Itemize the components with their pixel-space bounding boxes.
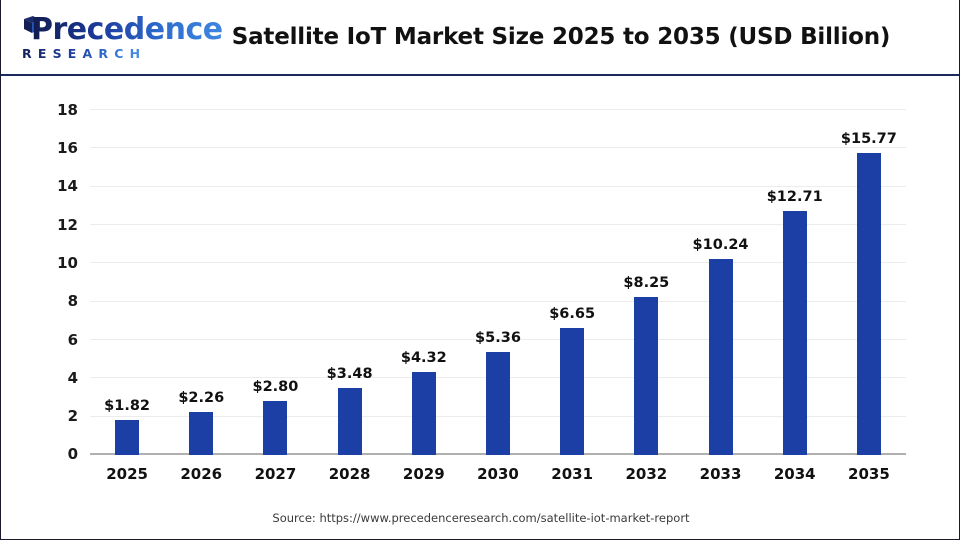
bar-column: $3.48 2028 [313, 110, 387, 483]
bar-column: $2.80 2027 [238, 110, 312, 483]
y-axis-tick-label: 12 [57, 215, 78, 234]
bar-column: $6.65 2031 [535, 110, 609, 483]
y-axis-tick-label: 8 [67, 292, 78, 311]
bar-value-label: $2.26 [178, 389, 225, 406]
x-axis-tick-label: 2025 [106, 465, 148, 483]
logo-subtitle: RESEARCH [22, 46, 147, 61]
bar-value-label: $1.82 [104, 398, 151, 415]
bar-value-label: $4.32 [400, 350, 447, 367]
x-axis-tick-label: 2027 [254, 465, 297, 483]
y-axis-tick-label: 18 [57, 100, 78, 119]
bar-value-label: $10.24 [692, 236, 749, 253]
x-axis-tick-label: 2029 [402, 465, 445, 483]
bar-column: $15.77 2035 [832, 110, 906, 483]
gridline: 10 [57, 254, 906, 272]
bar[interactable] [708, 258, 733, 455]
bar-column: $10.24 2033 [683, 110, 757, 483]
gridline: 18 [57, 101, 906, 119]
x-axis-tick-label: 2031 [551, 465, 594, 483]
bar-column: $8.25 2032 [609, 110, 683, 483]
bar[interactable] [485, 352, 510, 455]
bar-value-label: $15.77 [840, 130, 897, 147]
x-axis-tick-label: 2032 [625, 465, 668, 483]
bar-value-label: $6.65 [549, 305, 596, 322]
bar-value-label: $8.25 [623, 274, 670, 291]
gridline: 6 [68, 331, 906, 349]
plot-wrapper: 0 2 4 6 8 10 12 14 16 18 $1.82 2025 $2.26 2026 $2.80 2… [1, 76, 959, 539]
x-axis-tick-label: 2034 [773, 465, 816, 483]
bar[interactable] [782, 211, 807, 455]
bar[interactable] [560, 327, 585, 455]
plot-area: 0 2 4 6 8 10 12 14 16 18 $1.82 2025 $2.26 2026 $2.80 2… [57, 101, 906, 483]
gridline: 8 [68, 292, 906, 310]
bar-column: $4.32 2029 [387, 110, 461, 483]
bar-value-label: $2.80 [252, 379, 299, 396]
bar-value-label: $12.71 [766, 189, 823, 206]
y-axis-tick-label: 0 [67, 445, 78, 463]
bar-column: $2.26 2026 [164, 110, 238, 483]
y-axis-tick-label: 14 [57, 177, 78, 196]
bar-column: $5.36 2030 [461, 110, 535, 483]
bar[interactable] [634, 296, 659, 455]
bar[interactable] [263, 401, 288, 455]
precedence-research-logo: Precedence RESEARCH [17, 13, 223, 65]
bar-column: $12.71 2034 [758, 110, 832, 483]
cube-leaf-icon [22, 15, 42, 35]
bar-value-label: $3.48 [326, 366, 373, 383]
y-axis-tick-label: 10 [57, 253, 78, 272]
x-axis-tick-label: 2030 [477, 465, 519, 483]
source-caption: Source: https://www.precedenceresearch.c… [272, 511, 690, 525]
bar[interactable] [411, 372, 436, 455]
x-axis-tick-label: 2033 [699, 465, 742, 483]
x-axis-tick-label: 2026 [180, 465, 223, 483]
header: Precedence RESEARCH Satellite IoT Market… [1, 0, 959, 76]
bar[interactable] [337, 388, 362, 455]
logo-wordmark: Precedence [31, 12, 223, 47]
bar[interactable] [189, 411, 214, 455]
gridline: 12 [57, 216, 906, 234]
y-axis-tick-label: 4 [67, 368, 78, 387]
bar[interactable] [856, 152, 881, 455]
bar[interactable] [115, 420, 140, 455]
gridline: 16 [57, 139, 906, 157]
y-axis-tick-label: 16 [57, 138, 78, 157]
x-axis-tick-label: 2028 [328, 465, 371, 483]
gridline: 14 [57, 177, 906, 195]
y-axis-tick-label: 6 [67, 330, 78, 349]
y-axis-tick-label: 2 [67, 407, 78, 426]
page-title: Satellite IoT Market Size 2025 to 2035 (… [231, 24, 891, 50]
x-axis-tick-label: 2035 [848, 465, 890, 483]
bar-value-label: $5.36 [475, 330, 521, 347]
bar-column: $1.82 2025 [90, 110, 164, 483]
